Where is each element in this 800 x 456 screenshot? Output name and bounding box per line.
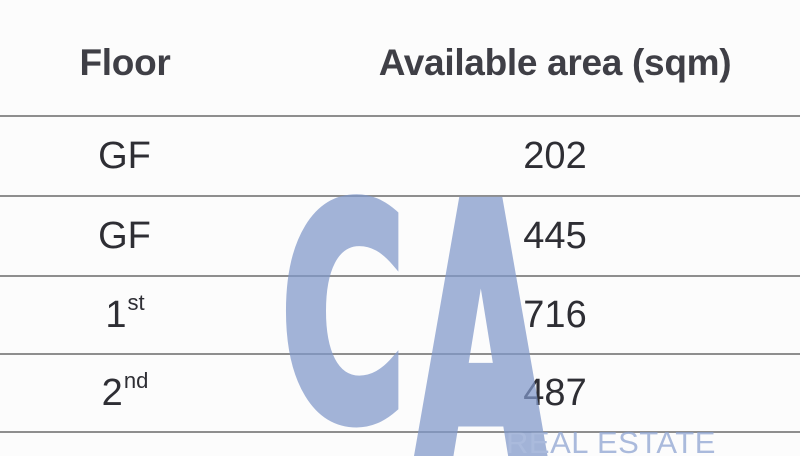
column-header-available-area: Available area (sqm) — [378, 41, 732, 83]
floor-ordinal-suffix: nd — [123, 367, 149, 393]
floor-value: 1 — [105, 293, 127, 336]
column-header-floor: Floor — [79, 41, 171, 83]
table-header-row: Floor Available area (sqm) — [0, 0, 800, 115]
table-bottom-rule — [0, 431, 800, 456]
table-row: GF 445 — [0, 195, 800, 275]
area-cell: 716 — [523, 293, 587, 336]
floor-value: 2 — [101, 371, 123, 414]
floor-cell: GF — [0, 215, 250, 258]
floor-value: GF — [98, 134, 151, 177]
floor-value: GF — [98, 214, 151, 257]
area-cell: 202 — [523, 134, 587, 177]
area-cell: 445 — [523, 214, 587, 257]
floor-cell: GF — [0, 135, 250, 178]
floor-ordinal-suffix: st — [127, 289, 145, 315]
table-row: GF 202 — [0, 115, 800, 195]
area-cell: 487 — [523, 371, 587, 414]
